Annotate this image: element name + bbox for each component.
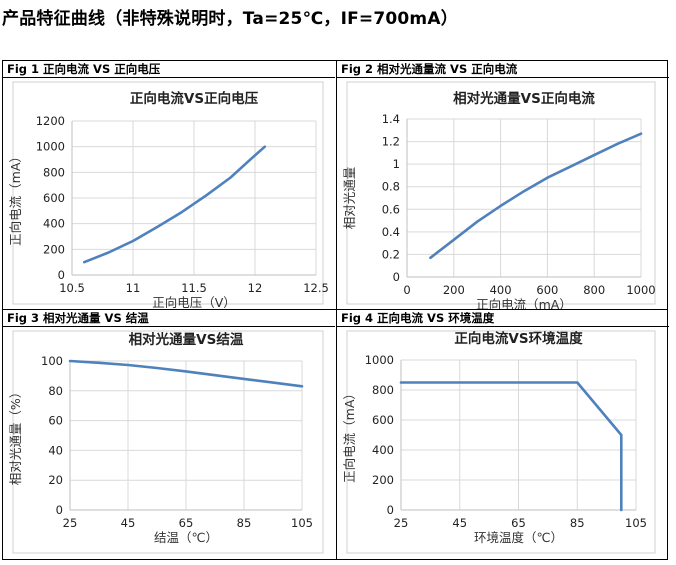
y-tick-label: 0 (58, 268, 65, 282)
chart-frame (346, 330, 656, 554)
x-axis-label: 环境温度（℃） (474, 530, 563, 545)
y-tick-label: 0.2 (382, 247, 400, 261)
chart-frame (12, 81, 324, 305)
x-tick-label: 1000 (626, 283, 655, 297)
series-line (429, 132, 643, 260)
x-tick-label: 105 (291, 516, 313, 530)
y-tick-label: 400 (372, 443, 394, 457)
x-tick-label: 11.5 (181, 281, 207, 295)
fig-3-label: Fig 3 相对光通量 VS 结温 (3, 310, 335, 327)
fig-1-panel: Fig 1 正向电流 VS 正向电压 正向电流VS正向电压 0 200 400 600 8… (3, 61, 335, 309)
y-tick-label: 60 (48, 414, 63, 428)
chart-title: 相对光通量VS结温 (129, 331, 244, 348)
x-tick-label: 200 (443, 283, 465, 297)
series-line (399, 381, 623, 512)
x-axis-label: 结温（℃） (154, 530, 218, 545)
y-tick-label: 20 (48, 473, 63, 487)
fig-4-chart: 正向电流VS环境温度 0 200 400 600 800 1000 25 45 65 85 105 环境… (342, 330, 656, 554)
fig-2-label: Fig 2 相对光通量流 VS 正向电流 (337, 61, 669, 78)
x-tick-label: 400 (490, 283, 512, 297)
y-tick-label: 1200 (36, 114, 65, 128)
fig-3-chart: 相对光通量VS结温 0 20 40 60 80 100 25 45 65 85 105 结温（℃） 相对光… (8, 330, 324, 554)
x-axis-label: 正向电压（V） (152, 295, 236, 309)
x-axis-label: 正向电流（mA） (476, 297, 572, 309)
x-tick-label: 25 (63, 516, 78, 530)
x-tick-label: 800 (583, 283, 605, 297)
grid-divider-vertical (336, 61, 337, 559)
fig-1-label: Fig 1 正向电流 VS 正向电压 (3, 61, 335, 78)
y-axis-label: 相对光通量（%） (8, 386, 23, 485)
y-tick-label: 0.4 (382, 225, 400, 239)
y-tick-label: 200 (43, 242, 65, 256)
x-tick-label: 45 (121, 516, 136, 530)
x-tick-label: 65 (179, 516, 194, 530)
fig-2-panel: Fig 2 相对光通量流 VS 正向电流 相对光通量VS正向电流 0 0.2 0.4 0… (337, 61, 669, 309)
x-tick-label: 0 (403, 283, 410, 297)
fig-2-chart: 相对光通量VS正向电流 0 0.2 0.4 0.6 0.8 1 1.2 1.4 0 200 400 60… (342, 81, 656, 309)
grid-divider-horizontal (3, 309, 667, 310)
chart-title: 正向电流VS环境温度 (454, 330, 583, 347)
y-tick-label: 200 (372, 473, 394, 487)
figure-grid: Fig 1 正向电流 VS 正向电压 正向电流VS正向电压 0 200 400 600 8… (2, 60, 669, 560)
y-axis-label: 正向电流（mA） (342, 387, 357, 483)
fig-4-panel: Fig 4 正向电流 VS 环境温度 正向电流VS环境温度 0 200 400 600 8… (337, 310, 669, 558)
x-tick-label: 12 (248, 281, 263, 295)
x-tick-label: 12.5 (303, 281, 329, 295)
x-tick-label: 11 (126, 281, 141, 295)
y-tick-label: 0 (393, 270, 400, 284)
y-tick-label: 40 (48, 443, 63, 457)
x-tick-label: 105 (625, 516, 647, 530)
y-tick-label: 80 (48, 384, 63, 398)
y-tick-label: 0.6 (382, 202, 400, 216)
chart-title: 相对光通量VS正向电流 (453, 90, 595, 107)
y-axis-label: 相对光通量 (342, 167, 357, 230)
y-tick-label: 1.4 (382, 112, 400, 126)
y-tick-label: 1000 (365, 353, 394, 367)
y-tick-label: 0.8 (382, 180, 400, 194)
y-tick-label: 1.2 (382, 135, 400, 149)
x-tick-label: 45 (452, 516, 467, 530)
y-tick-label: 1 (393, 157, 400, 171)
y-tick-label: 1000 (36, 140, 65, 154)
fig-3-panel: Fig 3 相对光通量 VS 结温 相对光通量VS结温 0 20 40 60 80 100 2… (3, 310, 335, 558)
x-tick-label: 65 (511, 516, 526, 530)
y-tick-label: 600 (43, 191, 65, 205)
y-tick-label: 100 (41, 354, 63, 368)
chart-title: 正向电流VS正向电压 (130, 90, 259, 107)
page-title: 产品特征曲线（非特殊说明时，Ta=25℃，IF=700mA） (2, 9, 458, 29)
y-tick-label: 0 (387, 503, 394, 517)
x-tick-label: 85 (570, 516, 585, 530)
x-tick-label: 25 (394, 516, 409, 530)
y-tick-label: 0 (56, 503, 63, 517)
y-tick-label: 600 (372, 413, 394, 427)
x-tick-label: 600 (536, 283, 558, 297)
y-tick-label: 400 (43, 217, 65, 231)
fig-1-chart: 正向电流VS正向电压 0 200 400 600 800 1000 1200 10.5 11 11.… (8, 81, 329, 309)
fig-4-label: Fig 4 正向电流 VS 环境温度 (337, 310, 669, 327)
y-tick-label: 800 (372, 383, 394, 397)
x-tick-label: 10.5 (59, 281, 85, 295)
x-tick-label: 85 (237, 516, 252, 530)
y-tick-label: 800 (43, 165, 65, 179)
y-axis-label: 正向电流（mA） (8, 150, 23, 246)
